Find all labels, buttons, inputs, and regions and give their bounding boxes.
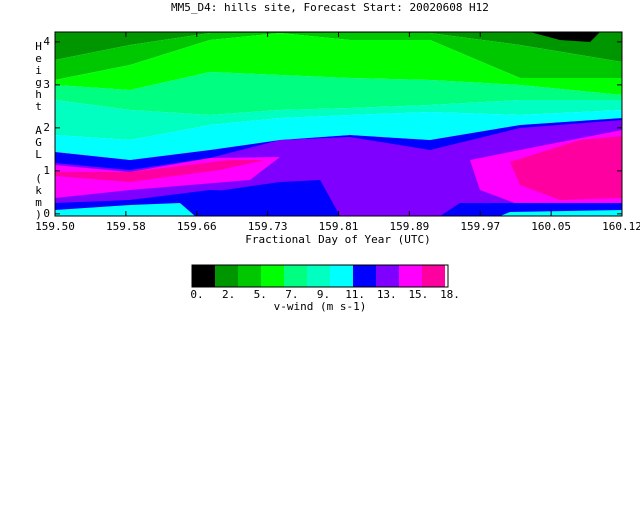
x-axis-label: Fractional Day of Year (UTC) <box>245 233 430 246</box>
colorbar-box <box>284 265 307 287</box>
colorbar-box <box>261 265 284 287</box>
x-tick-label: 159.97 <box>460 220 500 233</box>
colorbar-tick-label: 9. <box>317 288 330 301</box>
x-tick-label: 159.89 <box>390 220 430 233</box>
colorbar-box <box>422 265 445 287</box>
colorbar-tick-label: 13. <box>377 288 397 301</box>
contour-band <box>55 120 622 216</box>
y-axis-label: Height AGL (km) <box>32 40 45 220</box>
colorbar-tick-label: 15. <box>408 288 428 301</box>
contour-band <box>500 210 622 216</box>
x-tick-label: 160.12 <box>602 220 640 233</box>
colorbar-box <box>399 265 422 287</box>
contour-band <box>510 136 622 200</box>
colorbar-tick-label: 7. <box>285 288 298 301</box>
colorbar-box <box>353 265 376 287</box>
y-tick-label: 2 <box>43 121 50 134</box>
x-tick-label: 160.05 <box>531 220 571 233</box>
colorbar-box <box>192 265 215 287</box>
x-tick-label: 159.81 <box>319 220 359 233</box>
contour-band <box>55 32 622 62</box>
contour-band <box>55 203 195 216</box>
contour-band <box>55 33 622 80</box>
colorbar-tick-label: 5. <box>254 288 267 301</box>
colorbar-tick-label: 11. <box>345 288 365 301</box>
colorbar-box <box>330 265 353 287</box>
colorbar-tick-label: 2. <box>222 288 235 301</box>
colorbar-box <box>238 265 261 287</box>
chart-title: MM5_D4: hills site, Forecast Start: 2002… <box>171 1 489 14</box>
y-tick-label: 3 <box>43 78 50 91</box>
colorbar-tick-label: 0. <box>190 288 203 301</box>
x-tick-label: 159.50 <box>35 220 75 233</box>
y-tick-label: 1 <box>43 164 50 177</box>
x-tick-label: 159.66 <box>177 220 217 233</box>
colorbar-box <box>215 265 238 287</box>
y-tick-label: 0 <box>43 207 50 220</box>
contour-band <box>55 110 622 160</box>
x-tick-label: 159.73 <box>248 220 288 233</box>
contour-band <box>55 72 622 115</box>
y-tick-label: 4 <box>43 35 50 48</box>
colorbar-tick-label: 18. <box>440 288 460 301</box>
colorbar-title: v-wind (m s-1) <box>274 300 367 313</box>
colorbar-frame <box>191 264 449 288</box>
colorbar-box <box>376 265 399 287</box>
colorbar-box <box>307 265 330 287</box>
x-tick-label: 159.58 <box>106 220 146 233</box>
contour-band <box>530 32 600 42</box>
contour-band <box>55 160 265 182</box>
contour-band <box>55 33 622 95</box>
contour-band <box>55 100 622 140</box>
